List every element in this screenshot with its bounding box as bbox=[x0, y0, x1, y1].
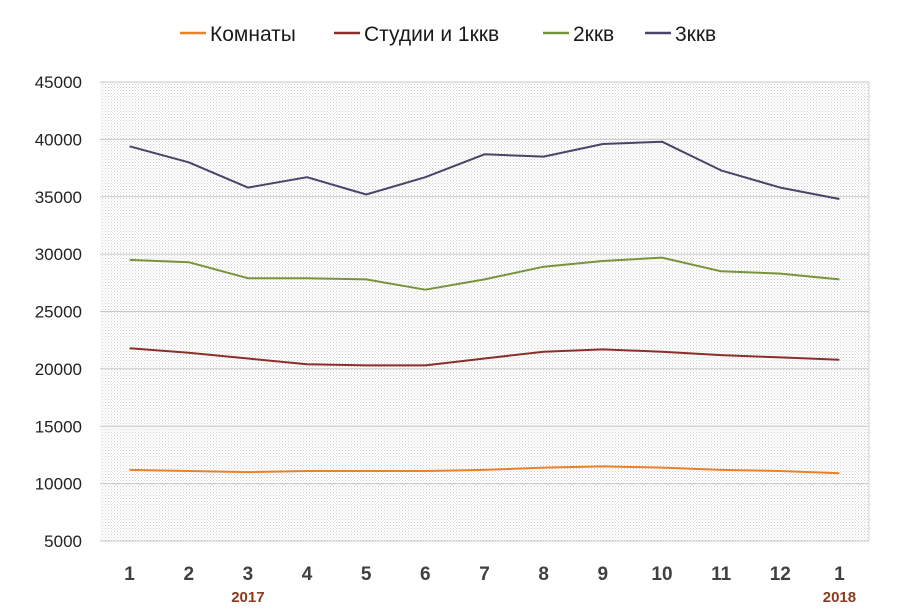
series-line-1 bbox=[129, 465, 840, 475]
y-tick-label: 40000 bbox=[35, 130, 82, 149]
legend-label: 2ккв bbox=[573, 23, 614, 46]
year-label: 2017 bbox=[231, 589, 264, 606]
x-tick-label: 3 bbox=[243, 564, 254, 585]
x-tick-label: 12 bbox=[770, 564, 791, 585]
legend-label: 3ккв bbox=[675, 23, 716, 46]
series-line-4 bbox=[129, 140, 840, 200]
x-tick-label: 2 bbox=[183, 564, 194, 585]
series-lines bbox=[129, 140, 840, 475]
y-tick-label: 5000 bbox=[44, 532, 82, 551]
x-tick-label: 9 bbox=[598, 564, 609, 585]
y-axis: 5000 10000 15000 20000 25000 30000 35000 40000 4… bbox=[35, 73, 82, 551]
y-tick-label: 10000 bbox=[35, 475, 82, 494]
y-tick-label: 25000 bbox=[35, 303, 82, 322]
gridlines bbox=[100, 81, 870, 542]
y-tick-label: 30000 bbox=[35, 245, 82, 264]
x-tick-label: 11 bbox=[711, 564, 732, 585]
legend-label: Студии и 1ккв bbox=[364, 23, 499, 46]
y-tick-label: 20000 bbox=[35, 360, 82, 379]
x-tick-label: 6 bbox=[420, 564, 431, 585]
x-tick-label: 8 bbox=[538, 564, 549, 585]
y-tick-label: 35000 bbox=[35, 188, 82, 207]
y-tick-label: 15000 bbox=[35, 417, 82, 436]
year-label: 2018 bbox=[823, 589, 856, 606]
series-line-2 bbox=[129, 347, 840, 367]
series-line-3 bbox=[129, 256, 840, 291]
x-tick-label: 1 bbox=[124, 564, 135, 585]
x-tick-label: 7 bbox=[479, 564, 490, 585]
x-tick-label: 5 bbox=[361, 564, 372, 585]
x-tick-label: 4 bbox=[302, 564, 313, 585]
x-tick-label: 10 bbox=[651, 564, 672, 585]
legend-label: Комнаты bbox=[210, 23, 296, 46]
y-tick-label: 45000 bbox=[35, 73, 82, 92]
x-tick-label: 1 bbox=[834, 564, 845, 585]
legend: Комнаты Студии и 1ккв 2ккв 3ккв bbox=[180, 23, 716, 46]
